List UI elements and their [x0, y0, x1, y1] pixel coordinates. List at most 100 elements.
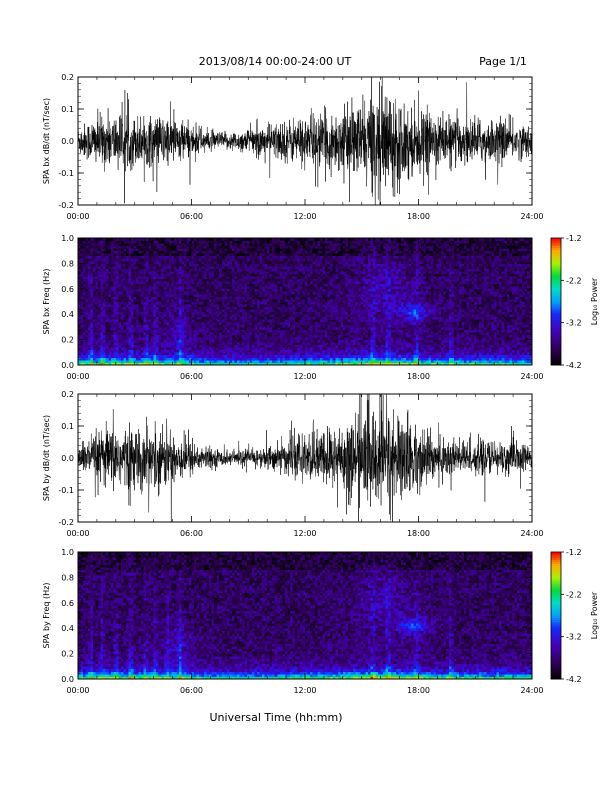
spectrogram-cell	[267, 240, 271, 244]
spectrogram-cell	[216, 288, 220, 292]
spectrogram-cell	[166, 304, 170, 307]
spectrogram-cell	[148, 362, 152, 366]
spectrogram-cell	[196, 293, 200, 297]
spectrogram-cell	[78, 329, 81, 333]
spectrogram-cell	[115, 301, 119, 305]
spectrogram-cell	[113, 319, 117, 323]
spectrogram-cell	[194, 286, 197, 290]
spectrogram-cell	[239, 255, 243, 259]
spectrogram-cell	[83, 283, 86, 287]
spectrogram-cell	[231, 331, 235, 335]
spectrogram-cell	[262, 344, 266, 348]
spectrogram-cell	[176, 309, 180, 313]
spectrogram-cell	[168, 265, 172, 269]
spectrogram-cell	[171, 342, 175, 346]
spectrogram-cell	[113, 260, 117, 264]
spectrogram-cell	[277, 296, 281, 300]
spectrogram-cell	[161, 352, 165, 356]
spectrogram-cell	[103, 342, 107, 346]
spectrogram-cell	[128, 306, 132, 310]
spectrogram-cell	[88, 265, 92, 269]
spectrogram-cell	[214, 334, 218, 338]
spectrogram-cell	[317, 339, 321, 343]
spectrogram-cell	[183, 342, 187, 346]
spectrogram-cell	[214, 311, 218, 315]
spectrogram-cell	[183, 347, 187, 351]
spectrogram-cell	[224, 301, 228, 305]
spectrogram-cell	[123, 326, 127, 330]
spectrogram-cell	[83, 316, 86, 320]
spectrogram-cell	[115, 288, 119, 292]
spectrogram-cell	[317, 324, 321, 328]
spectrogram-cell	[297, 324, 301, 328]
spectrogram-cell	[93, 268, 97, 272]
spectrogram-cell	[234, 276, 238, 280]
spectrogram-cell	[292, 349, 296, 353]
spectrogram-cell	[148, 357, 152, 361]
spectrogram-cell	[246, 268, 250, 272]
spectrogram-cell	[141, 311, 144, 315]
spectrogram-cell	[151, 319, 155, 323]
spectrogram-cell	[292, 258, 296, 262]
spectrogram-cell	[133, 311, 137, 315]
spectrogram-cell	[156, 271, 160, 274]
spectrogram-cell	[201, 334, 205, 338]
spectrogram-cell	[277, 334, 281, 338]
spectrogram-cell	[88, 271, 92, 274]
spectrogram-cell	[83, 362, 86, 366]
spectrogram-cell	[178, 352, 182, 356]
spectrogram-cell	[108, 265, 112, 269]
spectrogram-cell	[161, 311, 165, 315]
spectrogram-cell	[173, 255, 177, 259]
spectrogram-cell	[269, 324, 273, 328]
spectrogram-cell	[204, 316, 208, 320]
spectrogram-cell	[320, 245, 324, 249]
spectrogram-cell	[133, 268, 137, 272]
spectrogram-cell	[85, 354, 89, 358]
spectrogram-cell	[90, 306, 94, 310]
spectrogram-cell	[178, 253, 182, 257]
spectrogram-cell	[231, 276, 235, 280]
spectrogram-cell	[138, 314, 142, 318]
spectrogram-cell	[196, 349, 200, 353]
spectrogram-cell	[274, 324, 278, 328]
spectrogram-cell	[158, 268, 162, 272]
spectrogram-cell	[211, 316, 215, 320]
spectrogram-cell	[292, 334, 296, 338]
spectrogram-cell	[173, 337, 177, 340]
spectrogram-cell	[234, 316, 238, 320]
spectrogram-cell	[287, 265, 291, 269]
spectrogram-cell	[148, 288, 152, 292]
spectrogram-cell	[153, 309, 157, 313]
spectrogram-cell	[176, 263, 180, 267]
spectrogram-cell	[305, 273, 308, 277]
spectrogram-cell	[299, 362, 303, 366]
spectrogram-cell	[206, 357, 210, 361]
spectrogram-cell	[201, 265, 205, 269]
spectrogram-cell	[239, 240, 243, 244]
spectrogram-cell	[125, 309, 129, 313]
spectrogram-cell	[146, 362, 150, 366]
spectrogram-cell	[153, 337, 157, 340]
spectrogram-cell	[287, 301, 291, 305]
spectrogram-cell	[236, 359, 240, 363]
spectrogram-cell	[249, 273, 253, 277]
spectrogram-cell	[249, 258, 253, 262]
spectrogram-cell	[100, 344, 104, 348]
spectrogram-cell	[241, 238, 245, 241]
spectrogram-cell	[181, 250, 185, 254]
spectrogram-cell	[226, 255, 230, 259]
spectrogram-cell	[118, 309, 122, 313]
spectrogram-cell	[110, 309, 114, 313]
spectrogram-cell	[113, 296, 117, 300]
spectrogram-cell	[186, 260, 190, 264]
spectrogram-cell	[95, 319, 99, 323]
spectrogram-cell	[305, 296, 308, 300]
spectrogram-cell	[120, 255, 124, 259]
spectrogram-cell	[224, 357, 228, 361]
spectrogram-cell	[194, 276, 197, 280]
spectrogram-cell	[120, 337, 124, 340]
spectrogram-cell	[183, 263, 187, 267]
spectrogram-cell	[118, 337, 122, 340]
spectrogram-cell	[231, 301, 235, 305]
